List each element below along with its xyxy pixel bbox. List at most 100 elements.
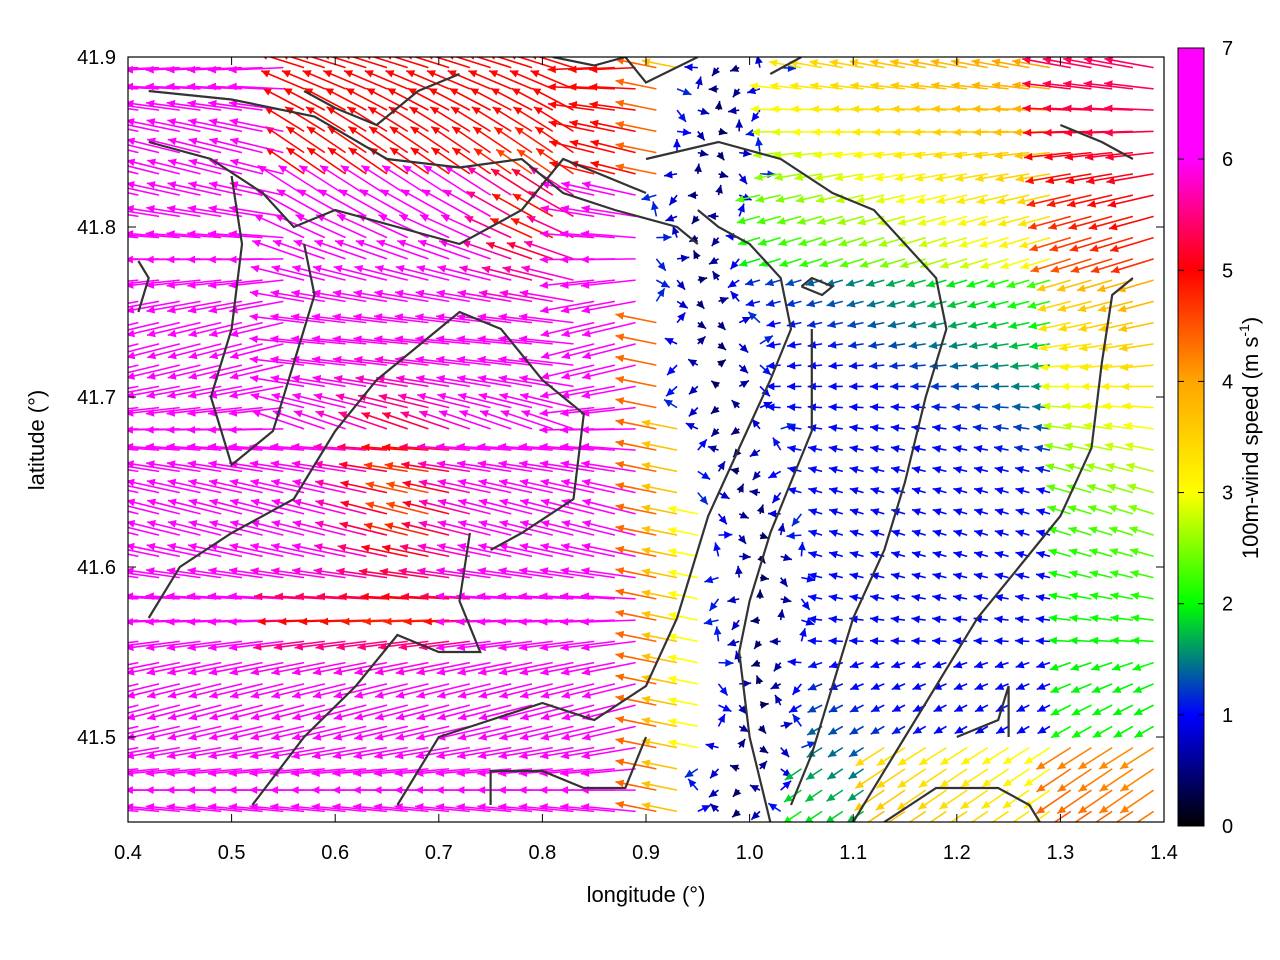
wind-arrow-head (540, 519, 550, 528)
wind-arrow-head (520, 712, 529, 721)
wind-arrow-head (665, 214, 675, 222)
wind-arrow-head (766, 340, 776, 349)
wind-arrow-head (378, 214, 388, 222)
plot-area (84, 56, 1165, 823)
wind-arrow (1027, 215, 1071, 230)
wind-arrow-shaft (291, 569, 346, 579)
wind-arrow-shaft (292, 521, 346, 536)
wind-arrow-head (292, 542, 301, 551)
wind-arrow-head (1089, 570, 1099, 578)
wind-arrow-head (1024, 756, 1034, 764)
wind-arrow (582, 343, 636, 360)
wind-arrow (354, 264, 408, 281)
wind-arrow-shaft (518, 337, 574, 345)
wind-arrow-head (104, 256, 112, 264)
wind-arrow (615, 694, 657, 706)
wind-arrow (270, 542, 326, 558)
wind-arrow (805, 768, 823, 781)
wind-arrow-head (339, 461, 348, 470)
wind-arrow-head (749, 488, 759, 497)
wind-arrow (306, 146, 347, 175)
wind-arrow (423, 164, 471, 196)
wind-arrow (560, 542, 616, 558)
wind-arrow-shaft (315, 500, 367, 515)
wind-arrow-head (869, 403, 879, 412)
wind-arrow-head (787, 487, 797, 495)
wind-arrow-head (1087, 505, 1097, 513)
wind-arrow-shaft (229, 321, 284, 337)
wind-arrow-head (560, 281, 569, 289)
wind-arrow (250, 661, 305, 676)
wind-arrow (580, 255, 636, 264)
wind-arrow (973, 593, 989, 602)
wind-arrow (828, 704, 844, 713)
wind-arrow-shaft (251, 240, 305, 260)
wind-arrow-head (539, 255, 548, 264)
wind-arrow-head (707, 445, 717, 453)
wind-arrow (1109, 548, 1134, 558)
wind-arrow-head (1085, 462, 1095, 471)
wind-arrow-head (849, 529, 859, 538)
wind-arrow-head (1011, 382, 1020, 391)
wind-arrow-shaft (502, 266, 553, 281)
wind-arrow (1087, 505, 1113, 515)
wind-arrow-shaft (498, 746, 553, 758)
wind-arrow-head (766, 382, 775, 391)
wind-arrow-shaft (561, 182, 616, 196)
wind-arrow (837, 215, 864, 226)
wind-arrow-head (457, 392, 467, 401)
wind-arrow-head (973, 466, 983, 474)
wind-arrow-head (311, 803, 320, 811)
wind-arrow-head (270, 751, 280, 760)
wind-arrow-head (887, 300, 896, 308)
wind-arrow-head (84, 752, 93, 760)
wind-arrow-shaft (418, 480, 471, 494)
wind-arrow-head (828, 424, 838, 432)
wind-arrow (828, 445, 843, 453)
wind-arrow-shaft (338, 188, 388, 218)
wind-arrow (937, 215, 968, 227)
wind-arrow (737, 738, 746, 749)
wind-arrow-head (529, 166, 539, 175)
wind-arrow (166, 746, 222, 760)
wind-arrow-head (249, 769, 258, 777)
wind-arrow-shaft (540, 182, 595, 196)
wind-arrow-head (456, 786, 465, 794)
wind-arrow-head (336, 214, 346, 222)
wind-arrow-head (711, 237, 720, 247)
wind-arrow-shaft (315, 410, 367, 430)
wind-arrow-head (615, 312, 625, 320)
wind-arrow-shaft (498, 661, 553, 675)
wind-arrow (756, 504, 765, 515)
wind-arrow (519, 746, 574, 760)
wind-arrow-shaft (582, 521, 636, 536)
wind-arrow (656, 233, 672, 242)
wind-arrow-head (188, 372, 198, 380)
wind-arrow (128, 725, 160, 735)
wind-arrow-head (128, 667, 135, 676)
wind-arrow (581, 478, 636, 494)
wind-arrow (828, 382, 843, 391)
wind-arrow-head (1048, 222, 1058, 230)
wind-arrow-shaft (128, 321, 180, 336)
wind-arrow (128, 683, 180, 699)
wind-arrow-head (208, 99, 217, 108)
wind-arrow-head (1111, 663, 1121, 671)
wind-arrow (285, 125, 326, 154)
wind-arrow (561, 181, 616, 196)
wind-arrow (346, 106, 388, 133)
wind-arrow-head (249, 313, 259, 321)
wind-arrow-shaft (333, 376, 388, 388)
wind-arrow (229, 725, 284, 741)
wind-arrow (687, 358, 699, 367)
wind-arrow-head (712, 271, 721, 281)
wind-arrow-head (498, 374, 508, 383)
wind-arrow (641, 546, 678, 558)
wind-arrow (756, 589, 764, 599)
wind-arrow (948, 341, 968, 350)
wind-arrow-shaft (128, 809, 139, 813)
wind-arrow (786, 382, 802, 391)
wind-arrow (374, 746, 429, 760)
wind-arrow-head (382, 165, 392, 174)
wind-arrow-head (730, 291, 739, 300)
